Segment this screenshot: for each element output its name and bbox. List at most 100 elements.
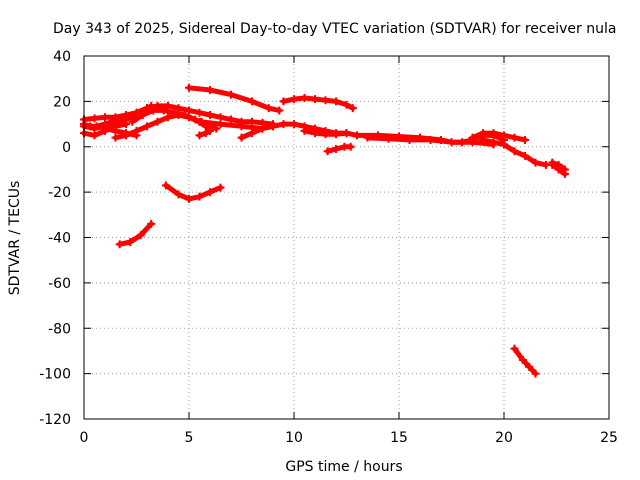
- data-point: [149, 106, 158, 115]
- data-point: [122, 131, 130, 140]
- data-point: [136, 231, 145, 240]
- axis-ticks: -120 -100 -80 -60 -40 -20 0 20 40 0 5 10 15 20 25: [39, 49, 618, 446]
- data-point: [185, 194, 193, 203]
- data-point: [227, 90, 235, 99]
- data-point: [500, 140, 508, 149]
- data-point: [479, 135, 487, 144]
- data-point: [321, 130, 330, 139]
- y-tick-label: 0: [62, 140, 71, 156]
- series-arc-8: [185, 83, 284, 115]
- data-point: [195, 192, 204, 201]
- y-tick-label: -40: [48, 231, 71, 247]
- data-point: [384, 134, 393, 143]
- series-line: [199, 119, 265, 132]
- data-point: [206, 110, 214, 119]
- data-point: [174, 190, 183, 199]
- data-point: [101, 113, 109, 122]
- data-point: [269, 122, 277, 131]
- series-arc-16: [468, 129, 529, 144]
- x-tick-label: 25: [600, 430, 618, 446]
- data-point: [128, 117, 137, 126]
- data-point: [510, 344, 519, 353]
- series-arc-19: [548, 158, 569, 174]
- data-point: [126, 238, 135, 247]
- data-point: [237, 133, 246, 142]
- y-tick-label: -60: [48, 276, 71, 292]
- y-tick-label: 20: [53, 94, 71, 110]
- data-point: [174, 104, 183, 113]
- x-tick-label: 10: [285, 430, 303, 446]
- data-point: [132, 108, 141, 117]
- data-point: [113, 115, 122, 124]
- x-tick-label: 20: [495, 430, 513, 446]
- data-point: [264, 104, 273, 113]
- data-point: [191, 115, 200, 124]
- data-point: [170, 108, 179, 117]
- data-point: [332, 145, 340, 154]
- data-point: [216, 183, 225, 192]
- chart-title: Day 343 of 2025, Sidereal Day-to-day VTE…: [53, 21, 616, 37]
- data-point: [332, 130, 340, 139]
- x-tick-label: 0: [80, 430, 89, 446]
- data-point: [311, 129, 319, 138]
- data-point: [560, 165, 569, 174]
- y-tick-label: -20: [48, 185, 71, 201]
- data-point: [323, 147, 332, 156]
- data-point: [159, 106, 168, 115]
- data-point: [180, 110, 189, 119]
- data-series: [80, 83, 569, 378]
- series-arc-7: [128, 106, 214, 140]
- data-point: [197, 117, 206, 126]
- data-point: [348, 104, 357, 113]
- series-arc-15: [363, 133, 498, 149]
- data-point: [290, 95, 298, 104]
- x-axis-title: GPS time / hours: [285, 459, 402, 475]
- data-point: [216, 120, 225, 129]
- series-arc-17: [479, 135, 550, 169]
- data-point: [132, 126, 141, 135]
- data-point: [531, 158, 540, 167]
- data-point: [161, 181, 170, 190]
- data-point: [147, 101, 156, 110]
- data-point: [405, 135, 414, 144]
- data-point: [518, 356, 527, 365]
- data-point: [90, 131, 99, 140]
- series-arc-11: [279, 93, 357, 113]
- y-tick-label: 40: [53, 49, 71, 65]
- data-point: [489, 129, 498, 138]
- series-arc-13: [323, 142, 355, 156]
- data-point: [185, 83, 193, 92]
- data-point: [143, 122, 151, 131]
- series-arc-20: [115, 219, 156, 249]
- data-point: [521, 151, 529, 160]
- data-point: [447, 138, 456, 147]
- data-point: [107, 117, 116, 126]
- data-point: [111, 133, 120, 142]
- data-point: [479, 129, 487, 138]
- data-point: [164, 101, 172, 110]
- data-point: [300, 126, 309, 135]
- data-point: [138, 110, 147, 119]
- data-point: [248, 129, 256, 138]
- data-point: [201, 129, 210, 138]
- data-point: [346, 142, 355, 151]
- data-point: [300, 93, 309, 102]
- data-point: [554, 160, 563, 169]
- y-axis-title: SDTVAR / TECUs: [7, 181, 23, 296]
- data-point: [290, 120, 298, 129]
- data-point: [275, 106, 284, 115]
- data-point: [147, 219, 156, 228]
- data-point: [342, 100, 351, 109]
- data-point: [206, 86, 214, 95]
- data-point: [216, 113, 225, 122]
- data-point: [521, 135, 529, 144]
- data-point: [90, 114, 99, 123]
- data-point: [500, 131, 508, 140]
- data-point: [426, 135, 435, 144]
- data-point: [115, 240, 124, 249]
- data-point: [248, 97, 256, 106]
- series-arc-22: [510, 344, 540, 378]
